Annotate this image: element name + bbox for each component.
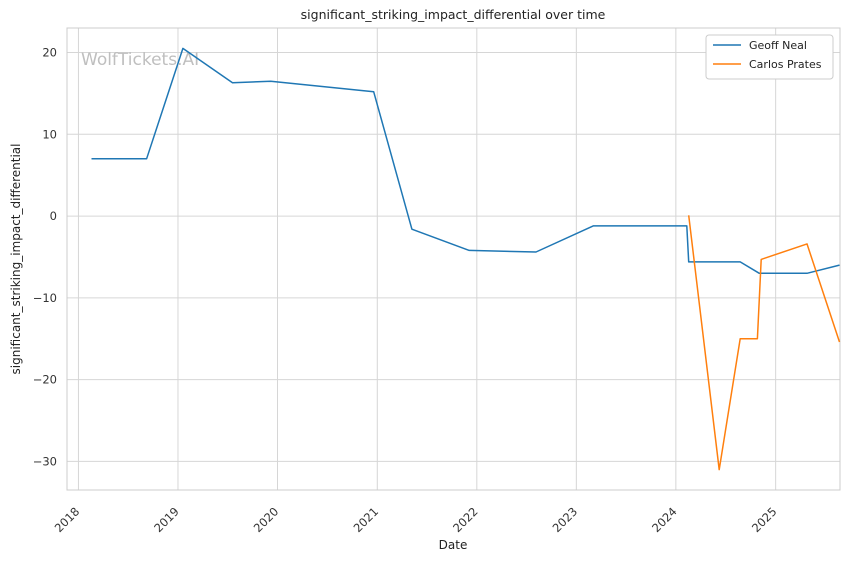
series-line-geoff-neal	[91, 47, 840, 275]
y-tick-label: 20	[42, 46, 57, 60]
y-tick-label: −30	[33, 454, 57, 468]
watermark: WolfTickets.AI	[81, 50, 199, 70]
legend: Geoff Neal Carlos Prates	[705, 34, 834, 80]
legend-label: Carlos Prates	[749, 58, 822, 71]
legend-box	[705, 34, 834, 80]
y-tick-label: −10	[33, 291, 57, 305]
y-tick-label: 0	[50, 209, 57, 223]
legend-label: Geoff Neal	[749, 39, 807, 52]
x-axis-label: Date	[439, 538, 468, 552]
series-line-carlos-prates	[687, 215, 841, 471]
y-axis-label: significant_striking_impact_differential	[9, 144, 23, 375]
chart-title: significant_striking_impact_differential…	[301, 7, 606, 22]
series-lines	[91, 47, 841, 471]
y-tick-label: 10	[42, 127, 57, 141]
plot-area-frame	[66, 27, 841, 491]
grid-lines	[67, 28, 840, 490]
y-tick-label: −20	[33, 373, 57, 387]
